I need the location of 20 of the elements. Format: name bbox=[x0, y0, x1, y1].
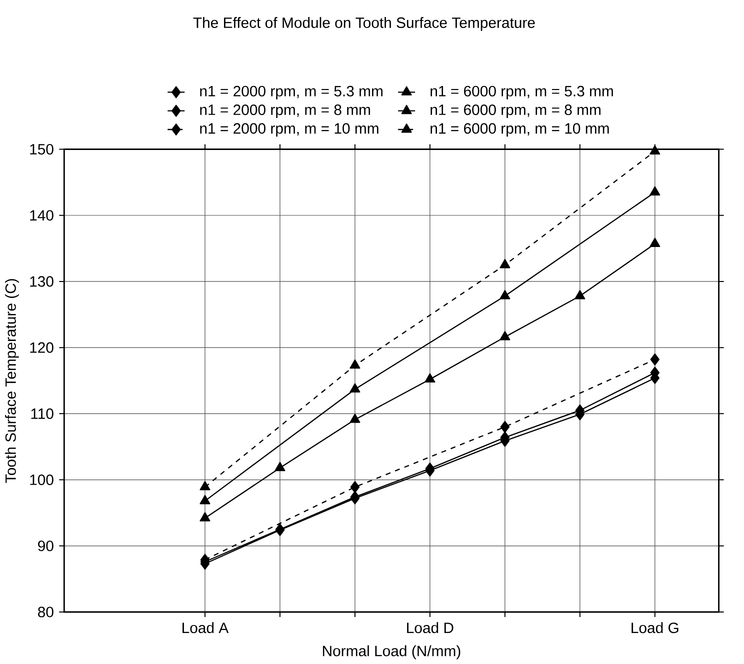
chart-title: The Effect of Module on Tooth Surface Temperature bbox=[193, 16, 535, 31]
y-tick-label: 90 bbox=[38, 540, 54, 552]
x-axis-title: Normal Load (N/mm) bbox=[322, 645, 460, 660]
legend-label: n1 = 2000 rpm, m = 5.3 mm bbox=[200, 86, 382, 100]
x-tick-label: Load D bbox=[407, 622, 454, 634]
x-tick-label: Load G bbox=[632, 622, 678, 634]
y-tick-label: 120 bbox=[30, 342, 54, 353]
y-tick-label: 130 bbox=[30, 276, 54, 287]
legend-label: n1 = 6000 rpm, m = 5.3 mm bbox=[430, 86, 613, 100]
y-axis-title: Tooth Surface Temperature (C) bbox=[4, 278, 19, 483]
x-tick-label: Load A bbox=[182, 622, 229, 634]
y-tick-label: 150 bbox=[30, 144, 54, 154]
y-tick-label: 100 bbox=[30, 474, 54, 485]
legend-label: n1 = 6000 rpm, m = 8 mm bbox=[430, 104, 600, 118]
legend-label: n1 = 2000 rpm, m = 10 mm bbox=[200, 123, 378, 137]
legend-label: n1 = 2000 rpm, m = 8 mm bbox=[200, 104, 370, 118]
y-tick-label: 80 bbox=[38, 606, 54, 618]
legend-label: n1 = 6000 rpm, m = 10 mm bbox=[430, 123, 609, 137]
y-tick-label: 140 bbox=[30, 210, 54, 221]
y-tick-label: 110 bbox=[31, 408, 54, 419]
